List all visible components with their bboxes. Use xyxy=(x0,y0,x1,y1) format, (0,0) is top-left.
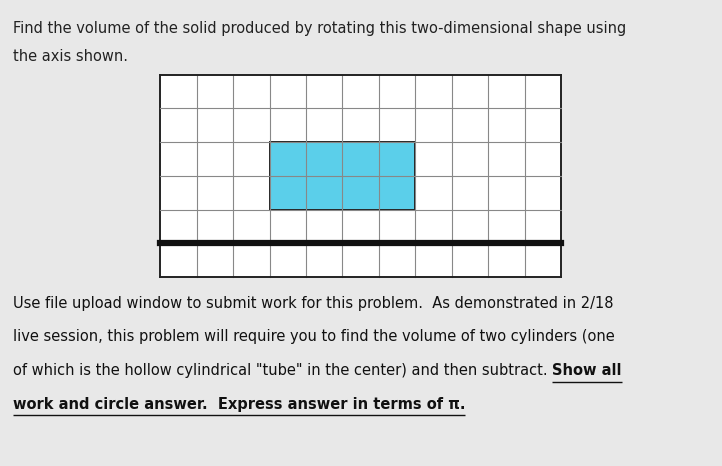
Bar xyxy=(269,142,415,210)
Text: Find the volume of the solid produced by rotating this two-dimensional shape usi: Find the volume of the solid produced by… xyxy=(13,21,626,36)
Text: Use file upload window to submit work for this problem.  As demonstrated in 2/18: Use file upload window to submit work fo… xyxy=(13,296,614,311)
Text: work and circle answer.  Express answer in terms of π.: work and circle answer. Express answer i… xyxy=(13,397,466,411)
Text: Show all: Show all xyxy=(552,363,622,378)
Text: of which is the hollow cylindrical "tube" in the center) and then subtract.: of which is the hollow cylindrical "tube… xyxy=(13,363,552,378)
Bar xyxy=(160,75,561,277)
Text: the axis shown.: the axis shown. xyxy=(13,49,128,64)
Text: live session, this problem will require you to find the volume of two cylinders : live session, this problem will require … xyxy=(13,329,614,344)
